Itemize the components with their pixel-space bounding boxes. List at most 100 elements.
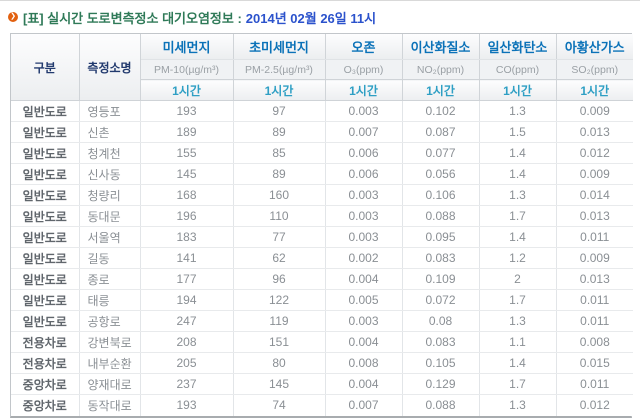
row-value: 0.013: [556, 268, 633, 290]
row-value: 141: [140, 247, 234, 269]
col-header-pollutant-unit: PM-2.5(µg/m³): [233, 59, 326, 80]
col-header-pollutant-unit: PM-10(µg/m³): [140, 59, 234, 80]
page-title: [표] 실시간 도로변측정소 대기오염정보 :: [23, 10, 242, 26]
table-row: 일반도로 종로 177 96 0.004 0.109 2 0.013: [11, 268, 633, 290]
row-category: 일반도로: [11, 184, 80, 206]
row-value: 151: [233, 331, 326, 353]
table-row: 일반도로 길동 141 62 0.002 0.083 1.2 0.009: [11, 247, 633, 269]
row-station-name: 종로: [79, 268, 141, 290]
row-value: 1.3: [479, 394, 557, 416]
title-date: 2014년 02월 26일 11시: [245, 10, 377, 26]
row-value: 1.3: [479, 100, 557, 122]
row-value: 0.087: [402, 121, 480, 143]
row-category: 일반도로: [11, 247, 80, 269]
header-row-names: 구분 측정소명 미세먼지 초미세먼지 오존 이산화질소 일산화탄소 아황산가스: [11, 34, 633, 101]
row-value: 0.013: [556, 121, 633, 143]
col-header-pollutant-name: 미세먼지: [140, 34, 234, 60]
col-header-pollutant-unit: SO₂(ppm): [556, 59, 633, 80]
row-value: 247: [140, 310, 234, 332]
row-value: 0.106: [402, 184, 480, 206]
header-row-units: PM-10(µg/m³) PM-2.5(µg/m³) O₃(ppm) NO₂(ppm)…: [11, 59, 633, 80]
row-value: 183: [140, 226, 234, 248]
row-category: 중앙차로: [11, 373, 80, 395]
row-value: 96: [233, 268, 326, 290]
row-value: 1.7: [479, 289, 557, 311]
row-value: 0.004: [325, 331, 403, 353]
row-value: 89: [233, 163, 326, 185]
col-header-pollutant-name: 오존: [325, 34, 403, 60]
row-value: 0.013: [556, 205, 633, 227]
col-header-hour: 1시간: [233, 79, 326, 101]
row-value: 0.009: [556, 100, 633, 122]
row-value: 0.077: [402, 142, 480, 164]
row-value: 0.102: [402, 100, 480, 122]
row-value: 1.4: [479, 142, 557, 164]
row-value: 0.105: [402, 352, 480, 374]
row-value: 193: [140, 100, 234, 122]
row-value: 119: [233, 310, 326, 332]
row-value: 237: [140, 373, 234, 395]
col-header-hour: 1시간: [325, 79, 403, 101]
row-value: 85: [233, 142, 326, 164]
col-header-hour: 1시간: [556, 79, 633, 101]
table-header: 구분 측정소명 미세먼지 초미세먼지 오존 이산화질소 일산화탄소 아황산가스 PM-10…: [11, 34, 633, 101]
row-category: 일반도로: [11, 289, 80, 311]
table-row: 일반도로 동대문 196 110 0.003 0.088 1.7 0.013: [11, 205, 633, 227]
row-value: 0.003: [325, 184, 403, 206]
table-row: 전용차로 내부순환 205 80 0.008 0.105 1.4 0.015: [11, 352, 633, 374]
row-station-name: 양재대로: [79, 373, 141, 395]
row-category: 일반도로: [11, 205, 80, 227]
row-station-name: 공항로: [79, 310, 141, 332]
row-value: 194: [140, 289, 234, 311]
row-value: 0.014: [556, 184, 633, 206]
row-station-name: 서울역: [79, 226, 141, 248]
row-category: 전용차로: [11, 331, 80, 353]
row-value: 97: [233, 100, 326, 122]
row-value: 0.003: [325, 205, 403, 227]
row-value: 0.003: [325, 226, 403, 248]
row-category: 일반도로: [11, 100, 80, 122]
row-value: 0.088: [402, 394, 480, 416]
row-station-name: 신촌: [79, 121, 141, 143]
row-value: 2: [479, 268, 557, 290]
row-value: 0.003: [325, 100, 403, 122]
row-category: 일반도로: [11, 268, 80, 290]
col-header-pollutant-unit: CO(ppm): [479, 59, 557, 80]
row-value: 0.009: [556, 247, 633, 269]
row-station-name: 신사동: [79, 163, 141, 185]
row-value: 1.4: [479, 163, 557, 185]
row-value: 0.004: [325, 268, 403, 290]
row-value: 77: [233, 226, 326, 248]
row-value: 160: [233, 184, 326, 206]
row-value: 0.011: [556, 226, 633, 248]
row-value: 1.3: [479, 184, 557, 206]
row-value: 89: [233, 121, 326, 143]
row-station-name: 동대문: [79, 205, 141, 227]
table-row: 일반도로 신사동 145 89 0.006 0.056 1.4 0.009: [11, 163, 633, 185]
row-category: 일반도로: [11, 226, 80, 248]
row-value: 145: [140, 163, 234, 185]
row-station-name: 길동: [79, 247, 141, 269]
row-value: 0.011: [556, 289, 633, 311]
table-row: 일반도로 신촌 189 89 0.007 0.087 1.5 0.013: [11, 121, 633, 143]
table-body: 일반도로 영등포 193 97 0.003 0.102 1.3 0.009 일반도로 신촌 189 8…: [11, 100, 633, 416]
col-header-pollutant-name: 아황산가스: [556, 34, 633, 60]
row-value: 0.011: [556, 310, 633, 332]
row-value: 0.015: [556, 352, 633, 374]
row-station-name: 내부순환: [79, 352, 141, 374]
row-category: 일반도로: [11, 142, 80, 164]
table-row: 일반도로 공항로 247 119 0.003 0.08 1.3 0.011: [11, 310, 633, 332]
row-value: 0.002: [325, 247, 403, 269]
row-station-name: 영등포: [79, 100, 141, 122]
row-value: 0.012: [556, 142, 633, 164]
row-value: 1.7: [479, 373, 557, 395]
row-value: 168: [140, 184, 234, 206]
row-value: 0.006: [325, 142, 403, 164]
row-value: 1.1: [479, 331, 557, 353]
table-row: 중앙차로 동작대로 193 74 0.007 0.088 1.3 0.012: [11, 394, 633, 416]
row-value: 205: [140, 352, 234, 374]
row-value: 155: [140, 142, 234, 164]
row-value: 0.08: [402, 310, 480, 332]
row-value: 0.006: [325, 163, 403, 185]
row-value: 0.129: [402, 373, 480, 395]
